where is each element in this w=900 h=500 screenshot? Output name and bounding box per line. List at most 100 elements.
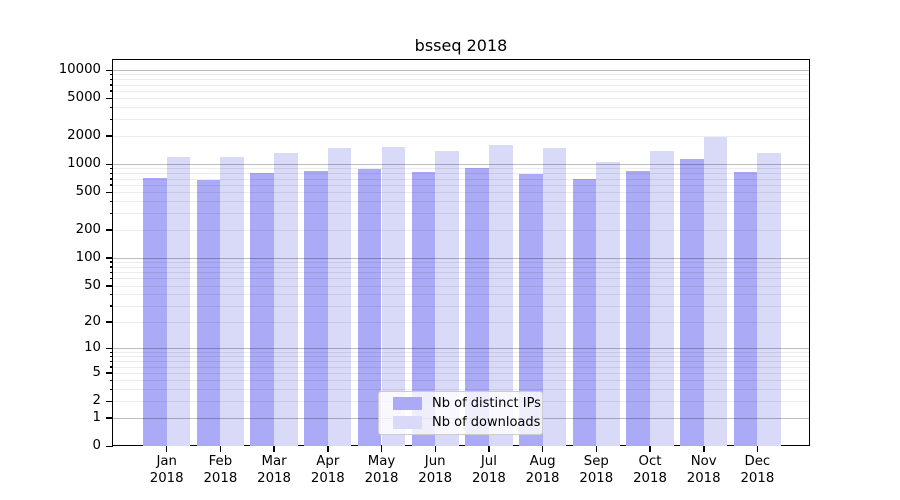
gridline-8000 [113,79,810,81]
y-tick-mark [106,69,113,71]
bar-downloads-jul [488,145,513,446]
y-tick-mark [106,417,113,419]
gridline-3 [113,389,810,391]
gridline-9000 [113,74,810,76]
x-tick-mark-jan [165,446,168,452]
gridline-5 [113,372,810,374]
x-tick-mark-jul [488,446,490,452]
x-tick-label-may: May 2018 [364,454,399,486]
bar-distinct-ips-feb [196,180,221,446]
y-tick-label-10: 10 [84,340,101,356]
gridline-900 [113,168,810,170]
gridline-9 [113,352,810,353]
gridline-30 [113,305,810,307]
y-tick-label-1000: 1000 [67,156,101,171]
gridline-400 [113,201,810,203]
legend-label-distinct-ips: Nb of distinct IPs [432,396,541,412]
gridline-800 [113,173,810,175]
gridline-70 [113,272,810,273]
y-tick-mark [106,257,113,259]
plot-area [113,60,810,446]
y-minor-tick-mark [109,84,113,86]
y-minor-tick-mark [109,200,113,203]
y-minor-tick-mark [109,379,113,382]
y-tick-mark [106,400,113,403]
x-tick-label-feb: Feb 2018 [203,454,238,486]
bar-downloads-feb [220,157,245,446]
x-tick-mark-nov [703,446,705,452]
bar-downloads-nov [703,137,728,446]
legend-row-distinct-ips: Nb of distinct IPs [387,396,541,412]
x-tick-mark-mar [273,446,275,452]
gridline-7 [113,361,810,363]
y-tick-mark [106,97,113,100]
gridline-60 [113,278,810,280]
gridline-500 [113,192,810,194]
gridline-40 [113,294,810,296]
gridline-90 [113,261,810,263]
gridline-300 [113,213,810,214]
y-tick-label-2000: 2000 [67,127,101,143]
y-minor-tick-mark [109,360,113,363]
x-tick-mark-aug [541,446,544,452]
y-tick-label-500: 500 [75,184,101,200]
x-tick-label-sep: Sep 2018 [579,454,614,486]
gridline-4000 [113,107,810,109]
y-minor-tick-mark [109,388,113,391]
y-tick-mark [106,191,113,194]
y-minor-tick-mark [109,293,113,296]
bar-distinct-ips-oct [626,170,650,446]
gridline-3000 [113,119,810,121]
plot-border [112,59,810,446]
x-tick-mark-jun [434,446,436,452]
y-minor-tick-mark [109,271,113,273]
bar-distinct-ips-jan [143,178,167,446]
y-minor-tick-mark [109,184,113,186]
gridline-700 [113,178,810,180]
legend: Nb of distinct IPs Nb of downloads [378,391,543,435]
gridline-1000 [113,164,810,165]
legend-row-downloads: Nb of downloads [387,415,540,431]
y-minor-tick-mark [109,118,113,121]
gridline-7000 [113,84,810,86]
y-tick-mark [106,347,113,350]
bar-distinct-ips-sep [572,178,597,446]
x-tick-mark-oct [649,446,651,452]
x-tick-label-jul: Jul 2018 [471,454,506,486]
y-tick-mark [106,372,113,374]
gridline-80 [113,266,810,268]
y-minor-tick-mark [109,355,113,358]
gridline-100 [113,257,810,259]
bar-downloads-mar [274,152,298,446]
y-minor-tick-mark [109,78,113,81]
bar-distinct-ips-dec [733,172,758,446]
y-minor-tick-mark [109,277,113,280]
bar-distinct-ips-may [357,169,382,446]
y-tick-label-100: 100 [75,249,101,265]
x-tick-label-apr: Apr 2018 [310,454,345,486]
y-minor-tick-mark [109,212,113,214]
gridline-4 [113,380,810,382]
distinct-ips-swatch-icon [393,397,422,411]
y-minor-tick-mark [109,106,113,109]
x-tick-label-mar: Mar 2018 [257,454,292,486]
y-tick-mark [106,285,113,287]
gridline-50 [113,285,810,287]
bar-downloads-jan [166,156,191,446]
y-minor-tick-mark [109,261,113,263]
bar-downloads-aug [542,147,567,446]
x-tick-label-nov: Nov 2018 [686,454,721,486]
gridline-8 [113,356,810,358]
gridline-6 [113,366,810,368]
y-tick-label-0: 0 [92,438,101,453]
y-tick-label-2: 2 [92,393,101,409]
legend-label-downloads: Nb of downloads [432,414,541,430]
bar-downloads-dec [757,152,782,446]
y-tick-mark [106,229,113,231]
bar-distinct-ips-apr [304,170,328,446]
gridline-10000 [113,70,810,71]
x-tick-label-jun: Jun 2018 [418,454,453,486]
x-tick-label-aug: Aug 2018 [525,454,560,486]
y-tick-label-10000: 10000 [58,62,101,77]
y-minor-tick-mark [109,73,113,76]
